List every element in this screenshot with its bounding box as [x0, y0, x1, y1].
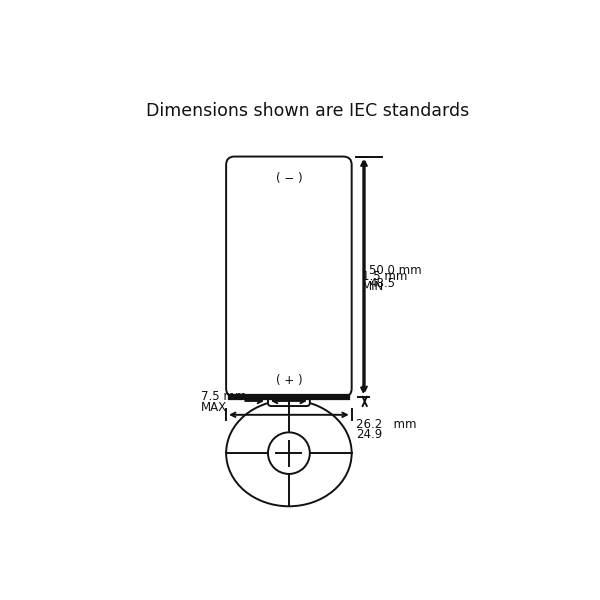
- Text: 26.2   mm: 26.2 mm: [356, 418, 417, 431]
- FancyBboxPatch shape: [226, 157, 352, 397]
- Text: 24.9: 24.9: [356, 428, 383, 441]
- Text: 48.5: 48.5: [369, 277, 395, 290]
- Text: Dimensions shown are IEC standards: Dimensions shown are IEC standards: [146, 102, 469, 120]
- Text: 1.5 mm: 1.5 mm: [362, 270, 408, 283]
- Text: ( + ): ( + ): [275, 374, 302, 387]
- Text: MIN: MIN: [362, 280, 385, 293]
- Text: ( − ): ( − ): [275, 172, 302, 185]
- FancyBboxPatch shape: [268, 396, 310, 406]
- Text: 7.5 mm: 7.5 mm: [200, 390, 246, 403]
- Ellipse shape: [226, 400, 352, 506]
- Text: MAX: MAX: [200, 401, 227, 415]
- Circle shape: [268, 433, 310, 474]
- Text: 50.0 mm: 50.0 mm: [369, 264, 422, 277]
